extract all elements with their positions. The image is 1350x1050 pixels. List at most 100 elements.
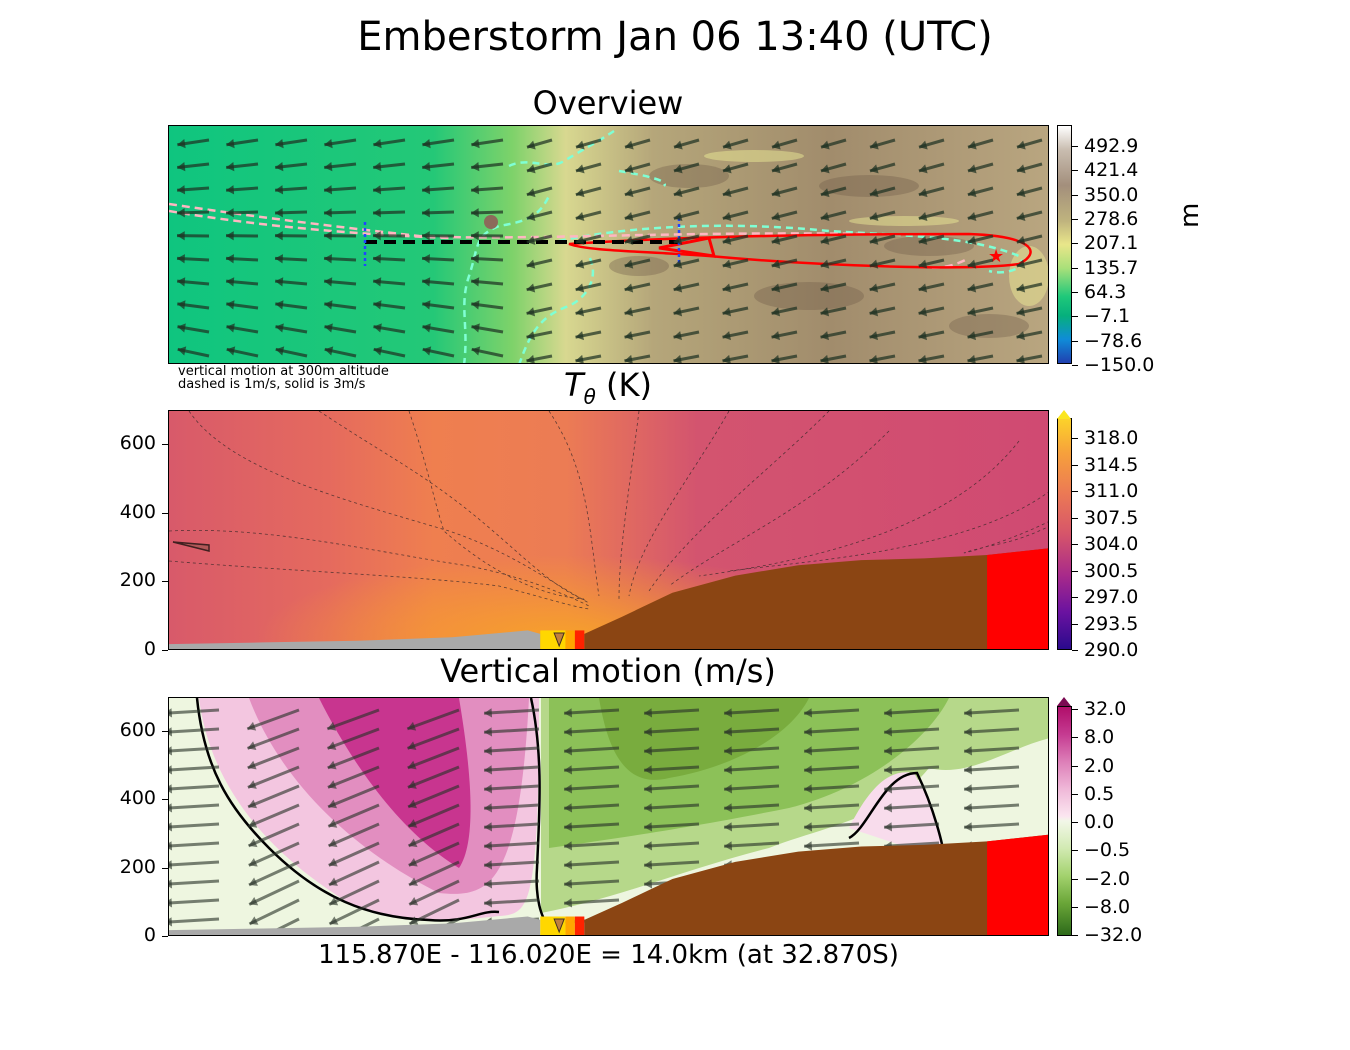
vm-wind-vector (644, 860, 700, 867)
zero-contour-lee (848, 771, 946, 859)
vm-wind-vector-head (804, 746, 813, 756)
vm-wind-vector (247, 803, 300, 828)
wind-vector-head (673, 354, 682, 363)
vm-wind-vector-head (804, 822, 813, 832)
vm-wind-vector-head (484, 708, 493, 718)
vertical-ytick-label: 600 (119, 719, 156, 742)
wind-vector-head (869, 188, 879, 198)
theta-panel (168, 410, 1049, 650)
vm-wind-vector-head (407, 780, 417, 789)
vm-wind-vector (644, 708, 700, 715)
vm-wind-vector (564, 727, 620, 734)
wind-vector-head (967, 307, 977, 317)
vm-wind-vector (484, 727, 540, 734)
wind-vector-head (526, 188, 536, 198)
wind-vector-head (967, 164, 977, 174)
terrain-profile (584, 834, 1048, 935)
vm-wind-vector-head (964, 822, 973, 832)
wind-vector-head (820, 188, 830, 198)
overview-colorbar-tick-mark (1072, 194, 1078, 196)
ocean-gray (169, 630, 541, 649)
vm-wind-vector-head (884, 803, 893, 813)
wind-vector-head (275, 139, 284, 149)
wind-vector-head (471, 254, 479, 264)
wind-vector-head (575, 164, 585, 174)
wind-vector-head (869, 164, 879, 174)
theta-colorbar-tick: 300.5 (1084, 559, 1139, 582)
vm-wind-vector-head (964, 765, 973, 775)
wind-vector-head (821, 140, 830, 150)
wind-vector-head (918, 212, 928, 222)
theta-colorbar-tick-mark (1072, 438, 1078, 439)
wind-vectors (176, 138, 1043, 363)
vm-wind-vector (484, 822, 540, 829)
vm-wind-vector (407, 746, 460, 770)
wind-vector-head (722, 259, 732, 269)
vm-wind-vector-head (564, 860, 573, 870)
fire-origin-star: ★ (988, 246, 1004, 267)
theta-colorbar-tick-mark (1072, 517, 1078, 519)
vm-wind-vector (644, 822, 700, 829)
unit-label: m (1175, 202, 1205, 228)
wind-vector-head (526, 307, 536, 317)
downdraft-strong (599, 698, 809, 780)
wind-vector-head (422, 162, 431, 172)
wind-vector-head (967, 259, 977, 269)
wind-vector-head (624, 164, 634, 174)
vm-wind-vector-head (884, 784, 893, 794)
vm-wind-vector-head (408, 799, 418, 809)
vm-wind-vector (169, 708, 220, 715)
vertical-colorbar (1057, 706, 1072, 936)
wind-vector-head (869, 283, 879, 293)
vm-wind-vector-head (644, 708, 653, 718)
vm-wind-vector-head (408, 838, 418, 848)
vm-wind-vector (248, 841, 300, 867)
vm-wind-vector-head (644, 860, 653, 870)
zero-contour-left (195, 698, 500, 922)
theta-svg (169, 411, 1048, 649)
wind-vector-head (1016, 188, 1026, 198)
wind-vector-head (324, 231, 332, 241)
vertical-colorbar-tick: 0.0 (1084, 811, 1115, 833)
vm-wind-vector (964, 784, 1020, 791)
vm-wind-vector (804, 765, 860, 772)
vm-wind-vector (326, 708, 380, 731)
theta-ytick-mark (162, 444, 168, 446)
vm-wind-vector (169, 784, 220, 791)
theta-ytick-mark (162, 512, 168, 514)
vm-wind-vector-head (564, 708, 573, 718)
vertical-colorbar-tick-mark (1072, 878, 1078, 880)
vm-wind-vector-head (169, 898, 173, 908)
vertical-colorbar-tick-mark (1072, 737, 1078, 739)
theta-ytick-label: 200 (119, 569, 156, 592)
vm-wind-vector-head (169, 746, 173, 756)
theta-colorbar-tick-mark (1072, 491, 1078, 492)
vm-wind-vector (406, 727, 460, 750)
vm-wind-vector-head (564, 879, 573, 889)
vertical-svg (169, 698, 1048, 935)
wind-vector-head (275, 208, 283, 218)
vm-wind-vector-head (644, 746, 653, 756)
wind-vector-head (624, 259, 634, 269)
wind-vector-head (422, 185, 431, 195)
vm-wind-vector (724, 765, 780, 772)
wind-vector-head (624, 212, 634, 222)
vm-wind-vector (248, 879, 300, 906)
wind-vector-head (1016, 354, 1025, 363)
vm-wind-vector (169, 841, 220, 848)
wind-vector-head (575, 331, 584, 341)
vm-wind-vector (644, 765, 700, 772)
wind-vector-head (820, 259, 830, 269)
wind-vector-head (673, 307, 683, 317)
vm-wind-vector-head (327, 721, 337, 731)
vm-wind-vectors (169, 708, 1020, 935)
wind-vector-head (673, 188, 683, 198)
wind-vector-head (226, 139, 235, 149)
wind-vector-head (820, 307, 830, 317)
vm-wind-vector-head (407, 721, 417, 731)
overview-colorbar-tick-mark (1072, 219, 1078, 220)
vertical-panel (168, 697, 1049, 936)
vm-wind-vector (564, 822, 620, 829)
wind-vector-head (275, 254, 283, 264)
overview-colorbar-tick: −78.6 (1084, 329, 1143, 352)
